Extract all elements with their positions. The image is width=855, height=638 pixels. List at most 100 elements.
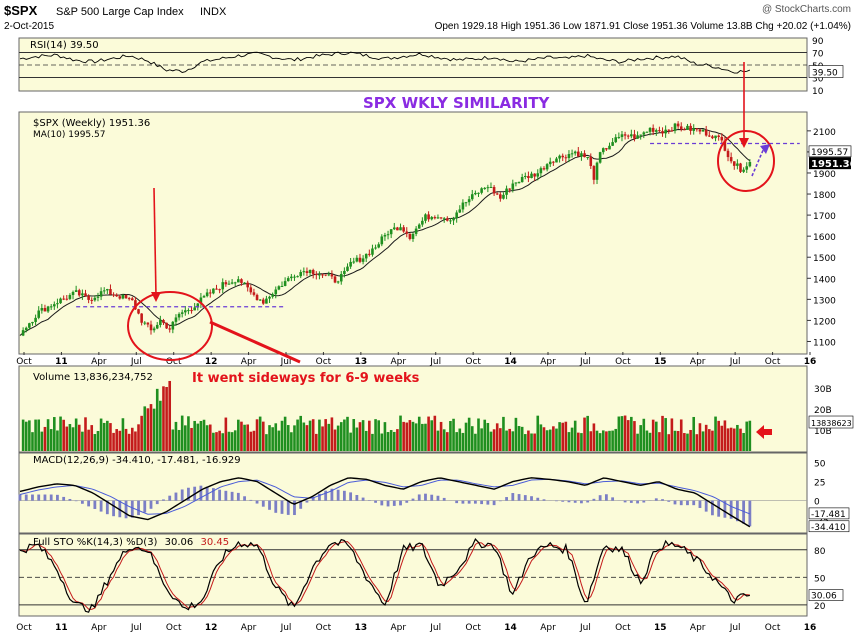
macd-histogram-bar (505, 497, 508, 501)
volume-bar (589, 431, 593, 451)
volume-bar (564, 421, 568, 451)
price-candle (177, 313, 181, 318)
volume-bar (339, 422, 343, 451)
price-candle (399, 227, 402, 231)
price-candle (299, 272, 303, 277)
price-candle (614, 137, 618, 143)
volume-bar (442, 429, 446, 451)
volume-bar (162, 386, 165, 451)
price-candle (333, 276, 337, 283)
volume-bar (411, 421, 415, 451)
volume-bar (692, 416, 696, 451)
macd-histogram-bar (311, 496, 315, 501)
volume-bar (271, 427, 274, 451)
pointer-line (209, 320, 301, 364)
price-candle (514, 182, 518, 184)
volume-bar (427, 416, 430, 451)
macd-histogram-bar (330, 488, 334, 501)
price-candle (99, 291, 103, 297)
macd-histogram-bar (236, 492, 240, 501)
price-candle (137, 309, 140, 314)
x-axis-label-bottom: 13 (355, 623, 368, 633)
x-axis-label: Oct (16, 357, 32, 367)
volume-bar (726, 428, 730, 451)
volume-bar (536, 415, 540, 451)
volume-bar (695, 434, 699, 451)
price-tick-label: 1300 (813, 296, 836, 306)
price-candle (449, 220, 452, 222)
x-axis-label-bottom: Oct (16, 623, 32, 633)
price-layer: 2100200019001800170016001500140013001200… (16, 121, 855, 633)
chart-header: $SPX S&P 500 Large Cap Index INDX 2-Oct-… (0, 0, 855, 34)
price-candle (408, 233, 412, 239)
x-axis-label-bottom: Oct (615, 623, 631, 633)
price-candle (620, 134, 624, 138)
price-candle (695, 128, 699, 130)
volume-bar (333, 429, 337, 451)
volume-bar (199, 420, 203, 451)
volume-bar (651, 419, 655, 451)
volume-bar (190, 427, 193, 451)
macd-histogram-bar (704, 500, 708, 512)
volume-bar (205, 425, 209, 451)
price-candle (502, 194, 505, 199)
price-candle (673, 123, 677, 131)
macd-histogram-bar (168, 495, 172, 501)
price-candle (396, 227, 399, 231)
volume-bar (470, 426, 474, 451)
symbol-label: $SPX (4, 3, 38, 18)
price-candle (109, 289, 112, 295)
price-candle (520, 176, 524, 183)
volume-bar (305, 425, 309, 451)
price-candle (149, 324, 153, 331)
price-candle (152, 328, 156, 331)
macd-histogram-bar (162, 499, 165, 501)
volume-bar (102, 422, 106, 451)
macd-histogram-bar (361, 497, 365, 501)
price-candle (467, 199, 471, 203)
price-tick-label: 2100 (813, 128, 836, 138)
volume-bar (555, 428, 558, 451)
price-candle (639, 134, 642, 136)
x-axis-label: 14 (504, 357, 517, 367)
macd-last-box-2 (808, 520, 850, 533)
price-candle (159, 320, 162, 325)
price-candle (689, 125, 692, 131)
macd-histogram-bar (199, 485, 203, 501)
macd-histogram-bar (149, 500, 153, 509)
macd-histogram-bar (399, 500, 402, 506)
price-candle (427, 214, 430, 220)
volume-bar (143, 406, 147, 451)
macd-histogram-bar (80, 500, 84, 504)
price-candle (704, 129, 708, 136)
macd-histogram-bar (318, 493, 321, 501)
macd-histogram-bar (742, 500, 746, 524)
volume-bar (37, 419, 41, 451)
price-candle (258, 299, 262, 301)
price-candle (115, 295, 118, 297)
macd-histogram-bar (611, 497, 615, 501)
price-candle (732, 161, 736, 166)
x-axis-label: Jul (429, 357, 441, 367)
price-candle (686, 125, 689, 130)
macd-histogram-bar (692, 500, 696, 506)
volume-bar (430, 420, 434, 451)
volume-bar (296, 419, 299, 451)
price-candle (480, 188, 483, 193)
volume-bar (327, 423, 331, 451)
volume-bar (595, 430, 599, 451)
volume-bar (265, 434, 268, 451)
volume-bar (377, 420, 380, 451)
macd-histogram-bar (567, 500, 571, 503)
macd-histogram-bar (74, 500, 78, 502)
x-axis-label-bottom: Apr (690, 623, 706, 633)
volume-bar (299, 415, 303, 451)
price-candle (589, 156, 593, 167)
volume-bar (508, 428, 511, 451)
price-candle (573, 151, 577, 154)
macd-label: MACD(12,26,9) -34.410, -17.481, -16.929 (33, 455, 241, 466)
price-candle (533, 173, 536, 177)
price-candle (483, 187, 487, 189)
x-axis-label: Apr (690, 357, 706, 367)
